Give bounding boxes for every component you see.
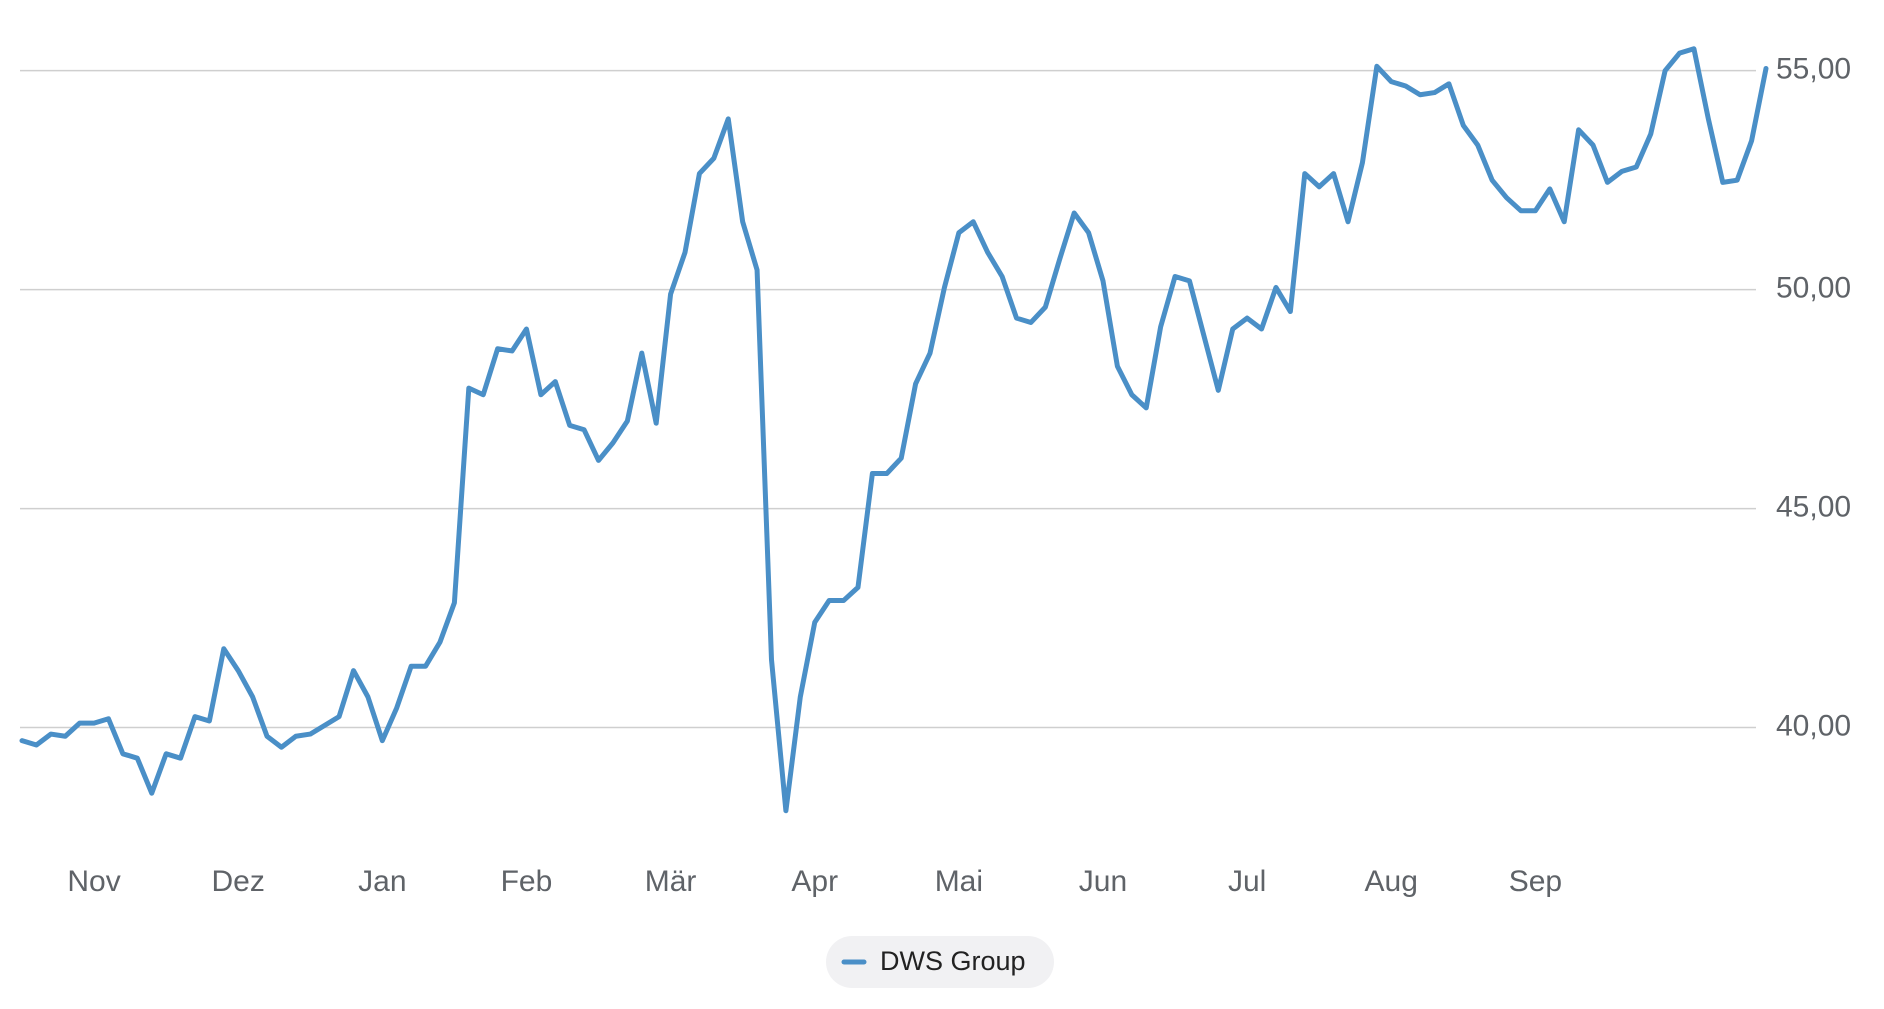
x-tick-label: Sep (1509, 865, 1562, 898)
x-tick-label: Feb (501, 865, 553, 898)
x-tick-label: Mai (935, 865, 983, 898)
x-tick-label: Jun (1079, 865, 1127, 898)
y-tick-label: 40,00 (1776, 709, 1851, 742)
y-tick-label: 50,00 (1776, 272, 1851, 305)
legend-label: DWS Group (880, 946, 1026, 976)
x-tick-label: Jan (358, 865, 406, 898)
y-tick-label: 45,00 (1776, 491, 1851, 524)
x-tick-label: Apr (791, 865, 838, 898)
x-tick-label: Aug (1365, 865, 1418, 898)
line (19, 46, 1769, 814)
x-tick-label: Dez (212, 865, 265, 898)
x-tick-label: Mär (645, 865, 697, 898)
y-tick-label: 55,00 (1776, 53, 1851, 86)
x-tick-label: Jul (1228, 865, 1266, 898)
legend-box (826, 936, 1054, 988)
x-tick-label: Nov (67, 865, 120, 898)
